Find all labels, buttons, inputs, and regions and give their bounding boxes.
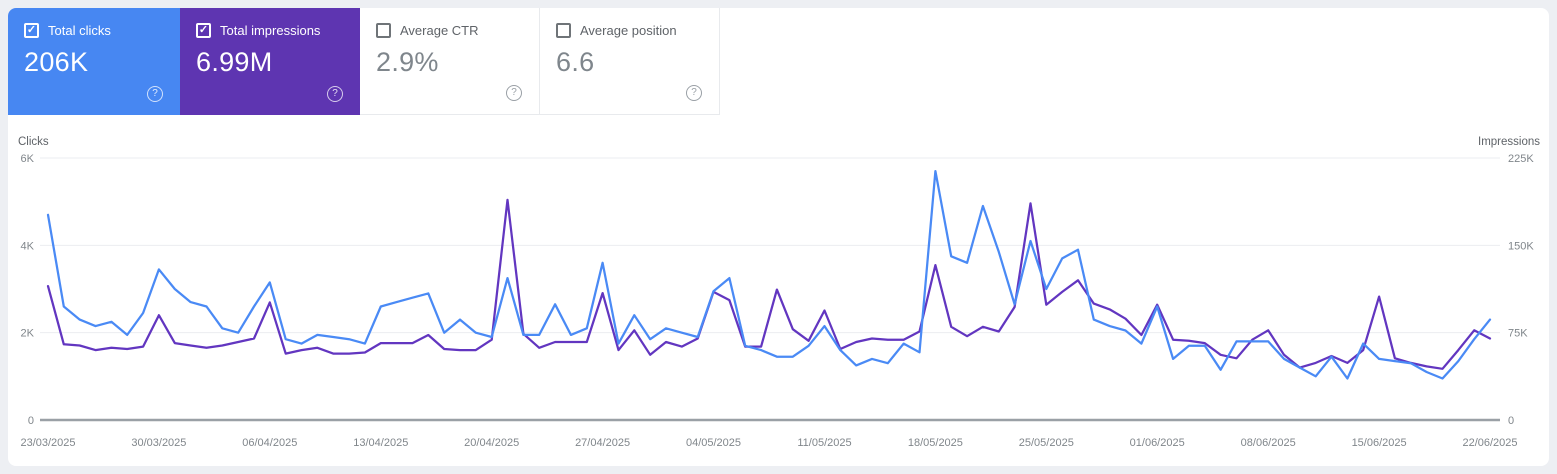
metric-card-value: 2.9% [376, 47, 439, 77]
svg-text:04/05/2025: 04/05/2025 [686, 437, 741, 449]
svg-text:08/06/2025: 08/06/2025 [1241, 437, 1296, 449]
metric-card-value: 6.6 [556, 47, 595, 77]
svg-text:Impressions: Impressions [1478, 136, 1540, 148]
metric-card-average-ctr[interactable]: Average CTR 2.9% [360, 8, 540, 115]
metric-cards: Total clicks 206K Total impressions 6.99… [8, 8, 720, 115]
svg-text:22/06/2025: 22/06/2025 [1462, 437, 1517, 449]
svg-text:2K: 2K [21, 328, 35, 340]
svg-text:225K: 225K [1508, 153, 1534, 165]
metric-card-header: Total impressions [196, 23, 344, 38]
help-icon[interactable] [327, 86, 343, 102]
svg-text:23/03/2025: 23/03/2025 [20, 437, 75, 449]
metric-card-total-clicks[interactable]: Total clicks 206K [8, 8, 180, 115]
metric-card-header: Total clicks [24, 23, 164, 38]
checkbox-total-impressions[interactable] [196, 23, 211, 38]
metric-card-header: Average CTR [376, 23, 523, 38]
metric-card-value: 6.99M [196, 47, 273, 77]
metric-card-label: Total impressions [220, 23, 321, 38]
help-icon[interactable] [686, 85, 702, 101]
svg-text:06/04/2025: 06/04/2025 [242, 437, 297, 449]
checkbox-average-ctr[interactable] [376, 23, 391, 38]
help-icon[interactable] [506, 85, 522, 101]
svg-text:15/06/2025: 15/06/2025 [1352, 437, 1407, 449]
svg-text:11/05/2025: 11/05/2025 [797, 437, 851, 449]
metric-card-header: Average position [556, 23, 703, 38]
metric-card-label: Average position [580, 23, 677, 38]
svg-text:4K: 4K [21, 240, 35, 252]
svg-text:Clicks: Clicks [18, 136, 49, 148]
metric-card-value: 206K [24, 47, 89, 77]
svg-text:6K: 6K [21, 153, 35, 165]
svg-text:150K: 150K [1508, 240, 1534, 252]
metric-card-total-impressions[interactable]: Total impressions 6.99M [180, 8, 360, 115]
performance-panel: Total clicks 206K Total impressions 6.99… [8, 8, 1549, 466]
help-icon[interactable] [147, 86, 163, 102]
svg-text:13/04/2025: 13/04/2025 [353, 437, 408, 449]
svg-text:0: 0 [1508, 415, 1514, 427]
svg-text:25/05/2025: 25/05/2025 [1019, 437, 1074, 449]
metric-card-average-position[interactable]: Average position 6.6 [540, 8, 720, 115]
svg-text:18/05/2025: 18/05/2025 [908, 437, 963, 449]
metric-card-label: Average CTR [400, 23, 479, 38]
checkbox-average-position[interactable] [556, 23, 571, 38]
checkbox-total-clicks[interactable] [24, 23, 39, 38]
svg-text:01/06/2025: 01/06/2025 [1130, 437, 1185, 449]
metric-card-label: Total clicks [48, 23, 111, 38]
svg-text:0: 0 [28, 415, 34, 427]
svg-text:75K: 75K [1508, 328, 1528, 340]
svg-text:30/03/2025: 30/03/2025 [131, 437, 186, 449]
svg-text:27/04/2025: 27/04/2025 [575, 437, 630, 449]
svg-text:20/04/2025: 20/04/2025 [464, 437, 519, 449]
